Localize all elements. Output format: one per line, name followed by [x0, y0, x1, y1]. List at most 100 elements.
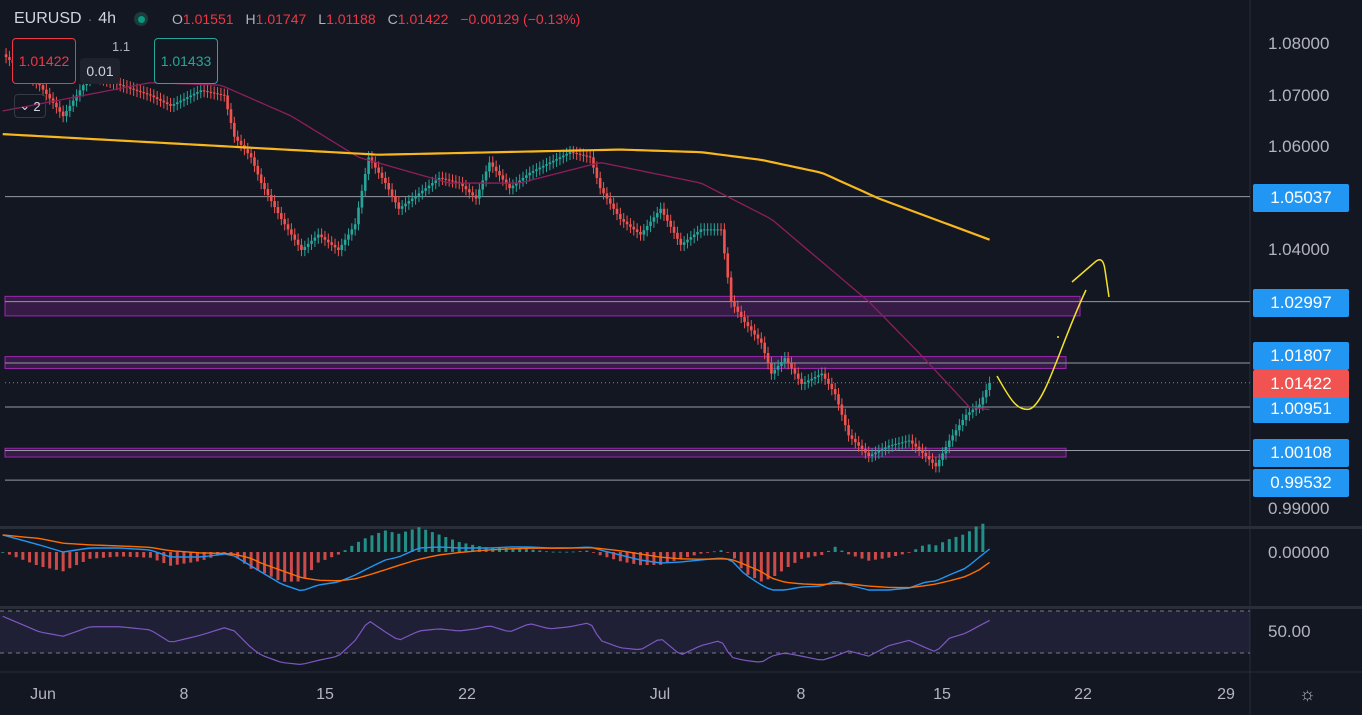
- macd-histogram-bar: [914, 549, 918, 552]
- candle-body: [823, 373, 827, 379]
- candle-body: [817, 375, 820, 378]
- candle-body: [843, 414, 847, 426]
- macd-histogram-bar: [726, 552, 730, 553]
- candle-body: [169, 104, 172, 106]
- macd-histogram-bar: [833, 546, 837, 552]
- macd-histogram-bar: [712, 551, 716, 553]
- macd-histogram-bar: [800, 552, 804, 559]
- macd-histogram-bar: [692, 552, 696, 556]
- sell-button[interactable]: 1.01422: [12, 38, 76, 84]
- candle-body: [528, 172, 532, 176]
- candle-body: [961, 419, 965, 426]
- time-tick: 15: [933, 686, 951, 703]
- candle-body: [800, 378, 803, 384]
- candle-body: [672, 226, 676, 233]
- candle-body: [575, 153, 579, 155]
- candle-body: [894, 443, 897, 445]
- macd-histogram-bar: [578, 551, 582, 552]
- symbol-name[interactable]: EURUSD: [14, 10, 82, 27]
- candle-body: [441, 177, 444, 179]
- macd-histogram-bar: [88, 552, 92, 559]
- candle-body: [400, 206, 404, 209]
- candle-body: [61, 111, 65, 117]
- macd-histogram-bar: [377, 532, 381, 552]
- candle-body: [192, 93, 196, 96]
- macd-histogram-bar: [679, 552, 683, 559]
- macd-histogram-bar: [753, 552, 757, 579]
- candle-body: [202, 90, 206, 92]
- candle-body: [796, 373, 800, 379]
- candle-body: [280, 213, 283, 220]
- candle-body: [249, 153, 253, 158]
- macd-histogram-bar: [437, 534, 441, 552]
- candle-body: [256, 165, 260, 175]
- level-tag[interactable]: 0.99532: [1253, 469, 1349, 497]
- candle-body: [152, 95, 156, 98]
- macd-histogram-bar: [967, 531, 971, 552]
- candle-body: [639, 231, 642, 235]
- gear-icon[interactable]: ☼: [1299, 684, 1316, 704]
- candle-body: [941, 453, 944, 460]
- candle-body: [588, 156, 592, 158]
- level-tag[interactable]: 1.00108: [1253, 439, 1349, 467]
- candle-body: [320, 234, 323, 238]
- time-tick: 22: [458, 686, 476, 703]
- macd-histogram-bar: [867, 552, 871, 561]
- level-tag[interactable]: 1.05037: [1253, 184, 1349, 212]
- candle-body: [142, 92, 145, 94]
- macd-histogram-bar: [48, 552, 52, 569]
- macd-histogram-bar: [444, 537, 448, 552]
- candle-body: [139, 90, 142, 93]
- macd-histogram-bar: [34, 552, 38, 565]
- candle-body: [870, 454, 874, 456]
- candle-body: [350, 229, 354, 235]
- brush-drawing: [996, 289, 1087, 410]
- candle-body: [504, 179, 508, 184]
- level-tag[interactable]: 1.01807: [1253, 342, 1349, 370]
- candle-body: [216, 93, 219, 95]
- candle-body: [337, 247, 340, 250]
- candle-body: [981, 397, 985, 405]
- candle-body: [555, 159, 558, 161]
- candle-body: [494, 166, 498, 172]
- quantity-input[interactable]: 0.01: [80, 58, 120, 84]
- macd-histogram-bar: [162, 552, 166, 564]
- candle-body: [890, 444, 894, 446]
- level-tag[interactable]: 1.02997: [1253, 289, 1349, 317]
- symbol-header: EURUSD · 4h O1.01551 H1.01747 L1.01188 C…: [14, 8, 586, 30]
- macd-histogram-bar: [417, 527, 421, 552]
- macd-histogram-bar: [169, 552, 173, 566]
- candle-body: [659, 208, 662, 214]
- candle-body: [749, 326, 753, 331]
- indicators-toggle-button[interactable]: ⌄ 2: [14, 94, 46, 118]
- candle-body: [884, 447, 887, 450]
- ohlc-open: O1.01551: [172, 11, 234, 27]
- candle-body: [286, 224, 290, 230]
- candle-body: [343, 239, 347, 245]
- candle-body: [484, 171, 488, 181]
- time-tick: Jun: [30, 686, 56, 703]
- ohlc-low: L1.01188: [318, 11, 376, 27]
- candle-body: [880, 449, 884, 451]
- buy-button[interactable]: 1.01433: [154, 38, 218, 84]
- macd-histogram-bar: [786, 552, 790, 568]
- level-tag[interactable]: 1.00951: [1253, 395, 1349, 423]
- candle-body: [770, 363, 773, 374]
- candle-body: [904, 441, 907, 443]
- candle-body: [296, 239, 300, 245]
- interval[interactable]: 4h: [98, 10, 117, 27]
- candle-body: [122, 85, 125, 87]
- price-tick: 1.06000: [1268, 137, 1330, 156]
- candle-body: [948, 440, 951, 447]
- macd-histogram-bar: [826, 550, 830, 552]
- candle-body: [447, 179, 451, 181]
- candle-body: [330, 242, 333, 245]
- candle-body: [162, 100, 166, 103]
- candle-body: [384, 177, 387, 184]
- candle-body: [561, 155, 565, 158]
- candle-body: [733, 301, 736, 307]
- macd-histogram-bar: [927, 544, 931, 552]
- candle-body: [333, 244, 337, 248]
- candle-body: [696, 231, 699, 235]
